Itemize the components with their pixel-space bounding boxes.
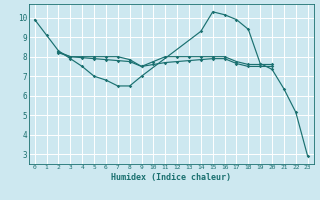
- X-axis label: Humidex (Indice chaleur): Humidex (Indice chaleur): [111, 173, 231, 182]
